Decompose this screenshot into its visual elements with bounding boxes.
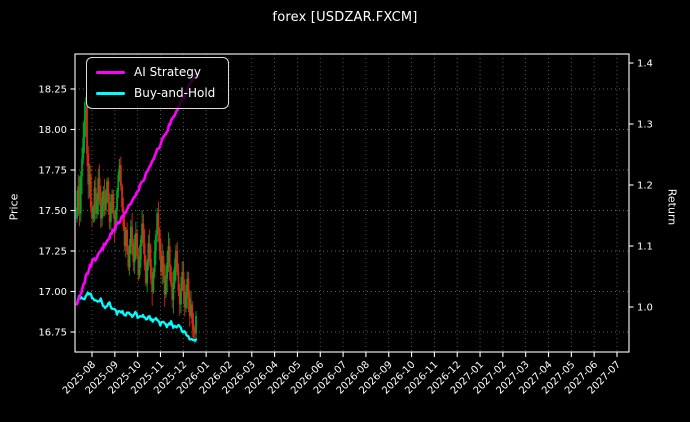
return-tick-label: 1.3 [637,120,653,131]
chart-title: forex [USDZAR.FXCM] [272,10,418,25]
legend-item-ai-strategy: AI Strategy [96,65,215,79]
price-axis-label: Price [7,193,21,221]
return-tick-label: 1.4 [637,59,653,70]
ai-strategy-line-swatch [96,70,125,74]
price-tick-label: 17.50 [38,206,67,217]
return-tick-label: 1.1 [637,242,653,253]
plot-spine [74,53,630,353]
price-tick-label: 17.00 [38,287,67,298]
buy-and-hold-line-swatch [96,91,125,95]
legend-label-ai-strategy: AI Strategy [134,65,201,79]
buy-and-hold-line [75,291,198,342]
return-tick-label: 1.2 [637,181,653,192]
price-tick-label: 16.75 [38,328,67,339]
return-axis-label: Return [665,188,679,226]
legend: AI Strategy Buy-and-Hold [86,57,230,109]
price-tick-label: 17.75 [38,166,67,177]
ai-strategy-line [75,72,198,306]
legend-label-buy-and-hold: Buy-and-Hold [134,86,216,100]
price-tick-label: 18.00 [38,125,67,136]
legend-item-buy-and-hold: Buy-and-Hold [96,86,215,100]
price-tick-label: 18.25 [38,85,67,96]
price-tick-label: 17.25 [38,247,67,258]
return-tick-label: 1.0 [637,303,653,314]
